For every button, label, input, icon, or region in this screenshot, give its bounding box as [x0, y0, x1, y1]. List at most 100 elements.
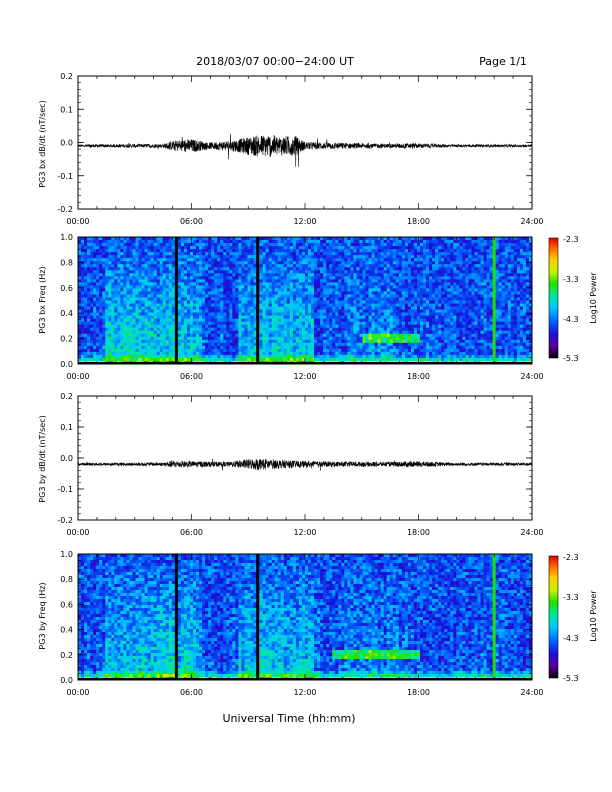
spectrogram-cell — [271, 246, 276, 250]
spectrogram-cell — [392, 270, 397, 274]
spectrogram-cell — [292, 267, 297, 271]
spectrogram-cell — [368, 264, 372, 268]
spectrogram-cell — [295, 327, 300, 332]
spectrogram-cell — [426, 282, 430, 286]
spectrogram-cell — [353, 354, 357, 359]
spectrogram-cell — [186, 249, 191, 253]
spectrogram-cell — [238, 246, 242, 250]
spectrogram-cell — [413, 300, 418, 304]
spectrogram-cell — [168, 318, 173, 323]
spectrogram-cell — [292, 312, 297, 317]
spectrogram-cell — [413, 267, 418, 271]
spectrogram-cell — [392, 345, 397, 350]
spectrogram-cell — [250, 303, 254, 307]
spectrogram-cell — [171, 348, 176, 353]
spectrogram-cell — [268, 264, 273, 268]
spectrogram-cell — [395, 282, 400, 286]
spectrogram-cell — [323, 282, 327, 286]
spectrogram-cell — [232, 324, 236, 329]
spectrogram-cell — [292, 237, 297, 241]
spectrogram-cell — [232, 279, 236, 283]
spectrogram-cell — [111, 336, 115, 341]
spectrogram-cell — [253, 306, 257, 310]
spectrogram-cell — [117, 324, 121, 329]
spectrogram-cell — [217, 342, 221, 347]
spectrogram-cell — [150, 330, 155, 335]
spectrogram-cell — [126, 309, 130, 313]
spectrogram-cell — [241, 276, 245, 280]
spectrogram-cell — [120, 327, 124, 332]
spectrogram-cell — [398, 297, 403, 301]
spectrogram-cell — [153, 321, 158, 326]
spectrogram-cell — [129, 276, 133, 280]
spectrogram-cell — [377, 345, 382, 350]
spectrogram-cell — [156, 258, 161, 262]
spectrogram-cell — [162, 282, 167, 286]
spectrogram-cell — [111, 315, 115, 320]
spectrogram-cell — [259, 270, 264, 274]
spectrogram-cell — [308, 246, 312, 250]
spectrogram-cell — [377, 255, 382, 259]
spectrogram-cell — [99, 285, 103, 289]
spectrogram-cell — [153, 333, 158, 338]
spectrogram-cell — [205, 285, 209, 289]
spectrogram-cell — [229, 273, 233, 277]
spectrogram-cell — [395, 294, 400, 298]
spectrogram-cell — [298, 249, 303, 253]
spectrogram-cell — [247, 342, 251, 347]
spectrogram-cell — [247, 261, 251, 265]
spectrogram-cell — [259, 309, 264, 313]
spectrogram-cell — [356, 324, 360, 329]
spectrogram-cell — [241, 336, 245, 341]
spectrogram-cell — [196, 255, 200, 259]
spectrogram-cell — [283, 240, 288, 244]
spectrogram-cell — [323, 312, 327, 317]
spectrogram-cell — [241, 342, 245, 347]
spectrogram-cell — [326, 318, 330, 323]
spectrogram-cell — [262, 321, 267, 326]
spectrogram-cell — [326, 327, 330, 332]
spectrogram-cell — [410, 267, 415, 271]
spectrogram-cell — [320, 318, 324, 323]
spectrogram-cell — [262, 354, 267, 359]
spectrogram-cell — [292, 345, 297, 350]
spectrogram-cell — [138, 306, 142, 310]
spectrogram-cell — [211, 294, 215, 298]
spectrogram-cell — [326, 342, 330, 347]
spectrogram-cell — [108, 282, 112, 286]
y-tick-label: -0.1 — [57, 172, 73, 181]
spectrogram-cell — [377, 339, 382, 344]
spectrogram-cell — [132, 258, 136, 262]
spectrogram-cell — [377, 318, 382, 323]
spectrogram-cell — [99, 267, 103, 271]
spectrogram-cell — [380, 294, 385, 298]
spectrogram-cell — [311, 336, 315, 341]
spectrogram-cell — [99, 354, 103, 359]
spectrogram-cell — [183, 300, 188, 304]
spectrogram-cell — [177, 279, 182, 283]
spectrogram-cell — [423, 306, 427, 310]
spectrogram-cell — [298, 318, 303, 323]
spectrogram-cell — [338, 294, 342, 298]
spectrogram-cell — [395, 345, 400, 350]
spectrogram-cell — [283, 237, 288, 241]
spectrogram-cell — [165, 345, 170, 350]
spectrogram-cell — [126, 273, 130, 277]
spectrogram-cell — [259, 258, 264, 262]
spectrogram-cell — [108, 288, 112, 292]
spectrogram-cell — [226, 252, 230, 256]
spectrogram-cell — [108, 279, 112, 283]
spectrogram-cell — [193, 240, 197, 244]
spectrogram-cell — [105, 297, 109, 301]
spectrogram-cell — [196, 282, 200, 286]
spectrogram-cell — [413, 270, 418, 274]
spectrogram-cell — [295, 237, 300, 241]
spectrogram-cell — [326, 252, 330, 256]
spectrogram-cell — [150, 315, 155, 320]
spectrogram-cell — [132, 267, 136, 271]
spectrogram-cell — [232, 351, 236, 356]
spectrogram-cell — [274, 279, 279, 283]
spectrogram-cell — [410, 339, 415, 344]
spectrogram-cell — [229, 249, 233, 253]
spectrogram-cell — [383, 270, 388, 274]
